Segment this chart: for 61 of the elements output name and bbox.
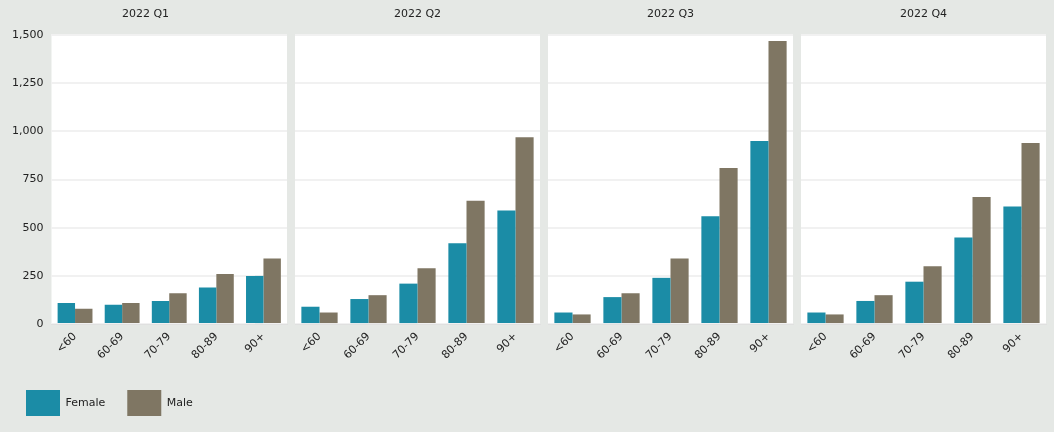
bar xyxy=(905,281,924,324)
bar xyxy=(719,168,738,324)
bar xyxy=(750,141,769,324)
y-tick-label: 250 xyxy=(22,268,44,282)
bar xyxy=(57,302,76,324)
x-tick-label: 90+ xyxy=(747,329,773,356)
y-tick-label: 1,500 xyxy=(11,28,44,42)
chart-title: 2022 Q3 xyxy=(646,7,695,21)
y-tick-label: 500 xyxy=(22,220,44,234)
bar xyxy=(874,295,893,324)
bar xyxy=(75,308,93,324)
x-tick-label: <60 xyxy=(298,329,324,356)
x-tick-label: 90+ xyxy=(241,329,268,356)
bar xyxy=(350,299,369,324)
legend-label: Female xyxy=(65,395,106,409)
bar xyxy=(246,275,264,324)
bar xyxy=(104,304,123,324)
bar xyxy=(621,293,640,324)
y-tick-label: 750 xyxy=(22,172,44,186)
bar xyxy=(768,40,787,324)
y-tick-label: 0 xyxy=(36,316,44,330)
bar xyxy=(825,314,844,324)
bar xyxy=(216,274,234,324)
x-tick-label: <60 xyxy=(551,329,577,356)
bar xyxy=(1003,206,1022,324)
bar xyxy=(151,300,170,324)
bar xyxy=(603,297,622,324)
x-tick-label: <60 xyxy=(53,329,80,356)
bar xyxy=(515,137,534,324)
y-tick-label: 1,250 xyxy=(11,76,44,90)
bar xyxy=(670,258,689,324)
bar xyxy=(701,216,720,324)
bar xyxy=(466,200,485,324)
bar xyxy=(972,196,991,324)
chart-title: 2022 Q2 xyxy=(393,7,442,21)
x-tick-label: 90+ xyxy=(494,329,520,356)
bar xyxy=(652,277,671,324)
bar xyxy=(572,314,591,324)
bar xyxy=(301,306,320,324)
bar xyxy=(169,293,187,324)
bar xyxy=(856,300,875,324)
bar xyxy=(198,287,217,324)
bar xyxy=(954,237,973,324)
bar xyxy=(319,312,338,324)
chart-title: 2022 Q1 xyxy=(121,7,170,21)
y-tick-label: 1,000 xyxy=(11,124,44,138)
x-tick-label: 90+ xyxy=(1000,329,1026,356)
bar xyxy=(417,268,436,324)
bar xyxy=(263,258,281,324)
bar xyxy=(923,266,942,324)
bar xyxy=(122,302,140,324)
bar xyxy=(554,312,573,324)
bar xyxy=(399,283,418,324)
bar xyxy=(807,312,826,324)
x-tick-label: <60 xyxy=(804,329,830,356)
bar xyxy=(368,295,387,324)
bar xyxy=(448,243,467,324)
legend-label: Male xyxy=(166,395,194,409)
chart-title: 2022 Q4 xyxy=(899,7,948,21)
bar xyxy=(1021,143,1040,324)
bar xyxy=(497,210,516,324)
